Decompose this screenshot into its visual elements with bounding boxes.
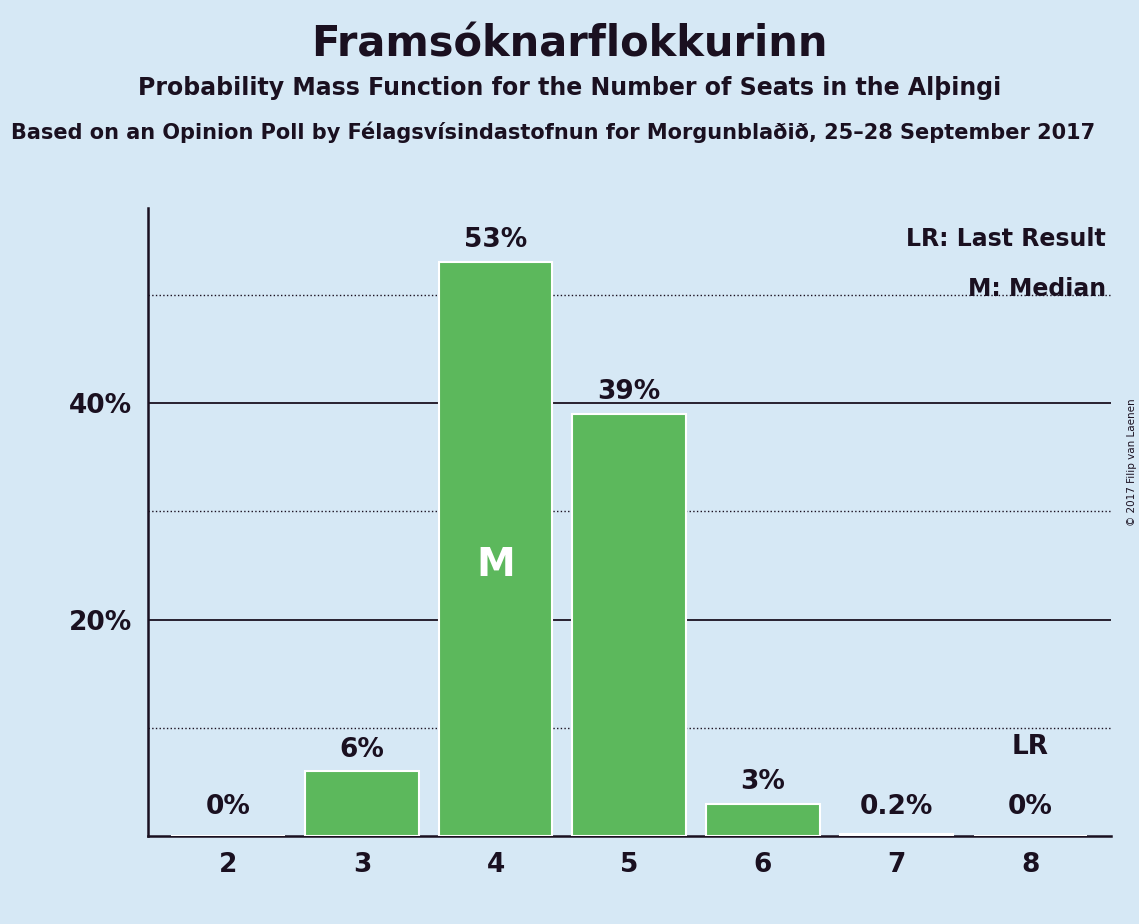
- Text: 0%: 0%: [1008, 794, 1052, 820]
- Text: © 2017 Filip van Laenen: © 2017 Filip van Laenen: [1126, 398, 1137, 526]
- Text: LR: LR: [1011, 735, 1049, 760]
- Text: 53%: 53%: [464, 227, 527, 253]
- Text: M: Median: M: Median: [968, 277, 1106, 301]
- Text: 6%: 6%: [339, 736, 384, 762]
- Text: 39%: 39%: [598, 379, 661, 405]
- Bar: [305, 772, 419, 836]
- Text: Based on an Opinion Poll by Félagsvísindastofnun for Morgunblaðið, 25–28 Septemb: Based on an Opinion Poll by Félagsvísind…: [11, 122, 1096, 143]
- Text: LR: Last Result: LR: Last Result: [906, 226, 1106, 250]
- Bar: [573, 414, 686, 836]
- Bar: [439, 262, 552, 836]
- Text: 0%: 0%: [206, 794, 251, 820]
- Text: Framsóknarflokkurinn: Framsóknarflokkurinn: [311, 23, 828, 65]
- Text: 0.2%: 0.2%: [860, 794, 933, 820]
- Bar: [839, 834, 953, 836]
- Text: Probability Mass Function for the Number of Seats in the Alþingi: Probability Mass Function for the Number…: [138, 76, 1001, 100]
- Text: M: M: [476, 546, 515, 584]
- Text: 3%: 3%: [740, 769, 786, 795]
- Bar: [706, 804, 820, 836]
